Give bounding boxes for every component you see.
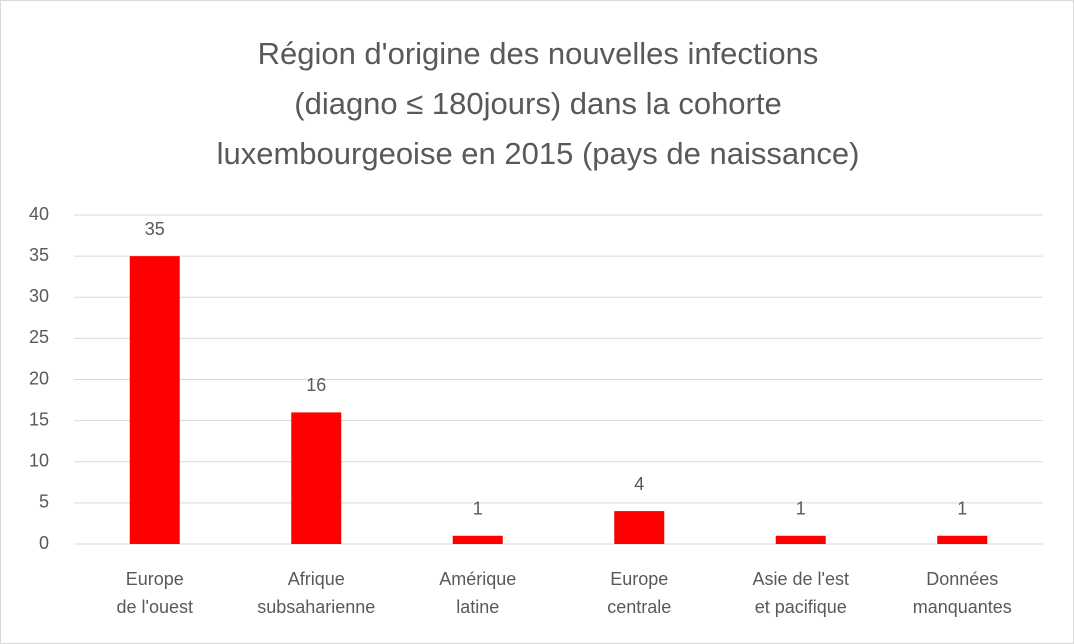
x-tick-label: Données manquantes [912,569,1012,617]
x-tick-label: Europe de l'ouest [116,569,194,617]
data-label: 1 [473,499,483,519]
data-label: 1 [957,499,967,519]
bar [937,535,988,544]
data-label: 1 [796,499,806,519]
y-tick-label: 35 [29,245,49,265]
x-tick-label: Europe centrale [607,569,672,617]
bar [452,535,503,544]
y-tick-label: 20 [29,368,49,388]
y-tick-label: 10 [29,451,49,471]
y-tick-label: 15 [29,409,49,429]
y-tick-label: 0 [39,533,49,553]
y-tick-label: 25 [29,327,49,347]
x-tick-label: Asie de l'est et pacifique [752,569,850,617]
y-tick-label: 30 [29,286,49,306]
data-label: 4 [634,474,644,494]
data-label: 35 [145,219,165,239]
x-tick-label: Afrique subsaharienne [257,569,376,617]
data-label: 16 [306,375,326,395]
bar [614,511,665,544]
y-tick-label: 40 [29,204,49,224]
chart-title: Région d'origine des nouvelles infection… [216,36,860,171]
bar [291,412,342,544]
y-tick-label: 5 [39,492,49,512]
bar [775,535,826,544]
x-tick-label: Amérique latine [439,569,517,617]
bar [129,256,180,544]
